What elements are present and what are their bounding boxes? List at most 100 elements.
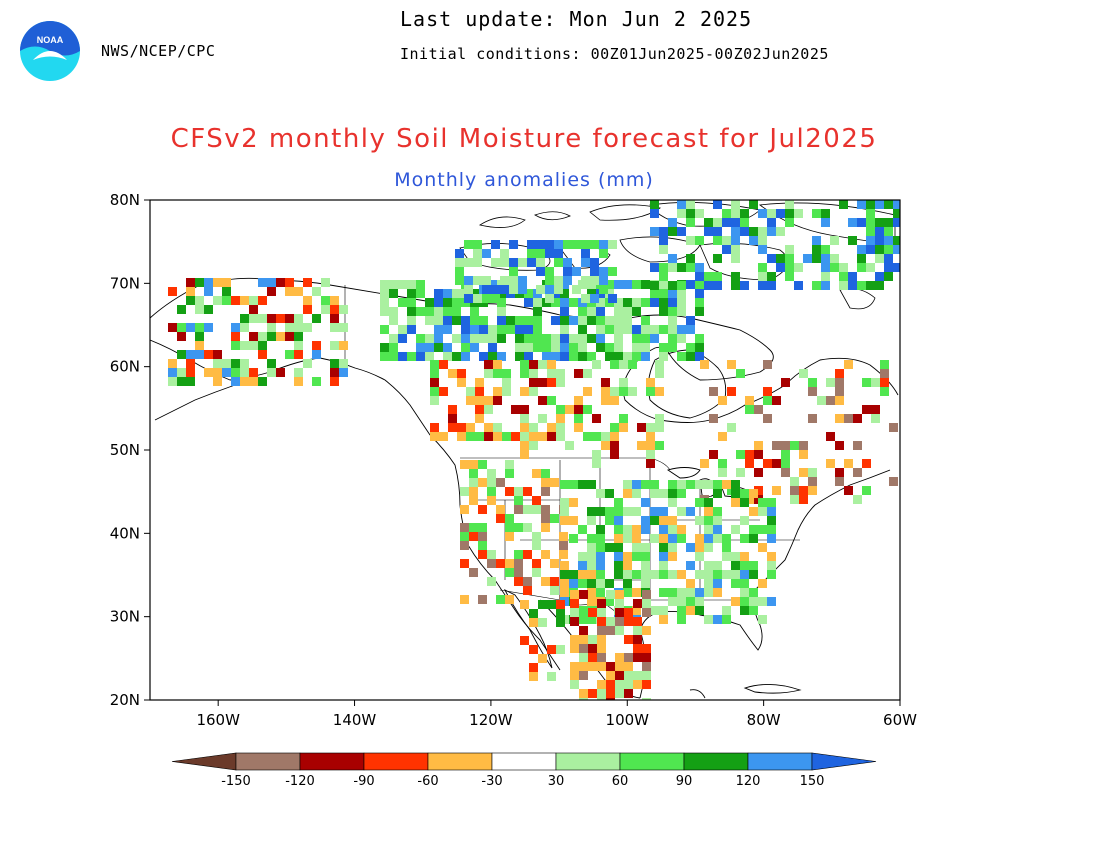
anomaly-cell — [659, 352, 668, 361]
anomaly-cell — [470, 289, 479, 298]
anomaly-cell — [574, 423, 583, 432]
anomaly-cell — [659, 227, 668, 236]
anomaly-cell — [538, 414, 547, 423]
anomaly-cell — [380, 289, 389, 298]
anomaly-cell — [425, 316, 434, 325]
anomaly-cell — [767, 498, 776, 507]
anomaly-cell — [330, 359, 339, 368]
anomaly-cell — [330, 377, 339, 386]
anomaly-cell — [583, 369, 592, 378]
anomaly-cell — [668, 570, 677, 579]
anomaly-cell — [497, 316, 506, 325]
anomaly-cell — [466, 432, 475, 441]
anomaly-cell — [668, 263, 677, 272]
anomaly-cell — [578, 307, 587, 316]
anomaly-cell — [642, 698, 651, 700]
anomaly-cell — [812, 281, 821, 290]
anomaly-cell — [478, 505, 487, 514]
anomaly-cell — [695, 606, 704, 615]
anomaly-cell — [231, 377, 240, 386]
anomaly-cell — [556, 600, 565, 609]
anomaly-cell — [695, 236, 704, 245]
anomaly-cell — [455, 267, 464, 276]
anomaly-cell — [267, 359, 276, 368]
anomaly-cell — [574, 414, 583, 423]
lat-tick-label: 40N — [110, 524, 140, 542]
anomaly-cell — [195, 296, 204, 305]
anomaly-cell — [713, 561, 722, 570]
anomaly-cell — [579, 698, 588, 700]
anomaly-cell — [488, 280, 497, 289]
anomaly-cell — [556, 378, 565, 387]
anomaly-cell — [488, 352, 497, 361]
anomaly-cell — [303, 359, 312, 368]
anomaly-cell — [484, 432, 493, 441]
anomaly-cell — [545, 249, 554, 258]
anomaly-cell — [599, 285, 608, 294]
anomaly-cell — [550, 514, 559, 523]
anomaly-cell — [875, 218, 884, 227]
lon-tick-label: 60W — [883, 711, 917, 729]
anomaly-cell — [303, 296, 312, 305]
anomaly-cell — [893, 263, 900, 272]
legend-label: 60 — [612, 774, 629, 789]
anomaly-cell — [646, 459, 655, 468]
anomaly-cell — [880, 378, 889, 387]
anomaly-cell — [686, 543, 695, 552]
anomaly-cell — [615, 608, 624, 617]
anomaly-cell — [389, 316, 398, 325]
anomaly-cell — [434, 289, 443, 298]
anomaly-cell — [731, 281, 740, 290]
anomaly-cell — [641, 325, 650, 334]
anomaly-cell — [758, 498, 767, 507]
anomaly-cell — [614, 561, 623, 570]
map-title: CFSv2 monthly Soil Moisture forecast for… — [170, 124, 878, 154]
anomaly-cell — [186, 323, 195, 332]
anomaly-cell — [668, 325, 677, 334]
anomaly-cell — [532, 541, 541, 550]
anomaly-cell — [659, 561, 668, 570]
anomaly-cell — [776, 227, 785, 236]
anomaly-cell — [817, 396, 826, 405]
anomaly-cell — [614, 516, 623, 525]
anomaly-cell — [258, 314, 267, 323]
anomaly-cell — [871, 414, 880, 423]
anomaly-cell — [470, 316, 479, 325]
anomaly-cell — [704, 579, 713, 588]
anomaly-cell — [686, 480, 695, 489]
anomaly-cell — [624, 617, 633, 626]
anomaly-cell — [491, 240, 500, 249]
anomaly-cell — [416, 343, 425, 352]
anomaly-cell — [641, 480, 650, 489]
anomaly-cell — [482, 276, 491, 285]
anomaly-cell — [668, 516, 677, 525]
anomaly-cell — [866, 200, 875, 209]
anomaly-cell — [479, 316, 488, 325]
anomaly-cell — [731, 200, 740, 209]
anomaly-cell — [520, 432, 529, 441]
anomaly-cell — [677, 289, 686, 298]
anomaly-cell — [628, 360, 637, 369]
anomaly-cell — [505, 469, 514, 478]
anomaly-cell — [884, 200, 893, 209]
anomaly-cell — [511, 432, 520, 441]
anomaly-cell — [767, 272, 776, 281]
anomaly-cell — [579, 662, 588, 671]
anomaly-cell — [650, 480, 659, 489]
anomaly-cell — [478, 523, 487, 532]
anomaly-cell — [655, 387, 664, 396]
anomaly-cell — [686, 352, 695, 361]
anomaly-cell — [213, 296, 222, 305]
anomaly-cell — [294, 332, 303, 341]
anomaly-cell — [469, 532, 478, 541]
anomaly-cell — [461, 316, 470, 325]
anomaly-cell — [502, 432, 511, 441]
anomaly-cell — [718, 432, 727, 441]
anomaly-cell — [799, 441, 808, 450]
anomaly-cell — [596, 507, 605, 516]
anomaly-cell — [731, 489, 740, 498]
anomaly-cell — [704, 516, 713, 525]
anomaly-cell — [686, 579, 695, 588]
anomaly-cell — [168, 377, 177, 386]
